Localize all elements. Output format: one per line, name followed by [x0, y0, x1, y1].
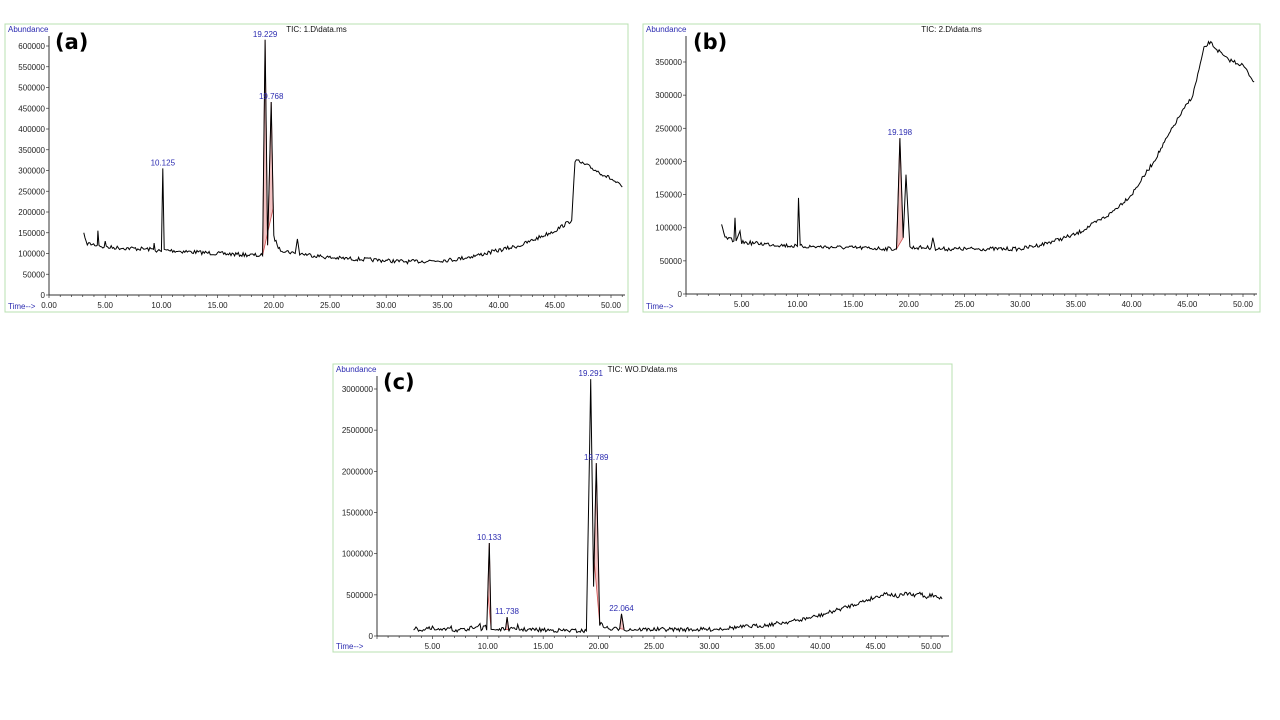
y-tick-label: 200000: [655, 157, 682, 166]
x-tick-label: 30.00: [699, 642, 720, 651]
x-tick-label: 25.00: [320, 301, 341, 310]
x-tick-label: 25.00: [644, 642, 665, 651]
x-tick-label: 35.00: [755, 642, 776, 651]
x-tick-label: 35.00: [432, 301, 453, 310]
y-tick-label: 100000: [655, 224, 682, 233]
x-tick-label: 30.00: [376, 301, 397, 310]
x-tick-label: 5.00: [425, 642, 441, 651]
y-tick-label: 250000: [655, 124, 682, 133]
y-tick-label: 500000: [18, 84, 45, 93]
y-tick-label: 300000: [655, 91, 682, 100]
y-tick-label: 350000: [18, 146, 45, 155]
x-tick-label: 50.00: [601, 301, 622, 310]
peak-label: 19.291: [579, 369, 604, 378]
y-axis-label: Abundance: [336, 365, 377, 374]
y-tick-label: 0: [678, 290, 683, 299]
peak-label: 10.125: [151, 158, 176, 167]
peak-label: 19.768: [259, 92, 284, 101]
x-tick-label: 10.00: [151, 301, 172, 310]
y-tick-label: 350000: [655, 58, 682, 67]
x-tick-label: 5.00: [97, 301, 113, 310]
x-tick-label: 15.00: [533, 642, 554, 651]
x-tick-label: 10.00: [478, 642, 499, 651]
tic-trace: [413, 379, 943, 634]
y-tick-label: 100000: [18, 250, 45, 259]
panel-label: (b): [693, 30, 727, 54]
y-tick-label: 150000: [655, 191, 682, 200]
peak-label: 19.789: [584, 453, 609, 462]
y-tick-label: 50000: [23, 270, 46, 279]
x-tick-label: 40.00: [810, 642, 831, 651]
x-tick-label: 40.00: [489, 301, 510, 310]
x-axis-label: Time-->: [336, 642, 364, 651]
y-tick-label: 0: [41, 291, 46, 300]
chart-panel-b: Abundance Time--> TIC: 2.D\data.ms (b) 5.00 1…: [642, 23, 1261, 313]
x-tick-label: 20.00: [589, 642, 610, 651]
x-tick-label: 50.00: [921, 642, 942, 651]
y-tick-label: 3000000: [342, 385, 374, 394]
x-tick-label: 30.00: [1010, 300, 1031, 309]
chart-panel-c: Abundance Time--> TIC: WO.D\data.ms (c) 5.00…: [332, 363, 953, 653]
x-tick-label: 0.00: [41, 301, 57, 310]
chart-frame: [642, 23, 1261, 313]
y-tick-label: 50000: [660, 257, 683, 266]
y-tick-label: 2500000: [342, 426, 374, 435]
y-tick-label: 500000: [346, 591, 373, 600]
tic-trace: [721, 40, 1255, 253]
chart-frame: [4, 23, 629, 313]
y-tick-label: 2000000: [342, 467, 374, 476]
y-axis-label: Abundance: [646, 25, 687, 34]
chart-panel-a: Abundance Time--> TIC: 1.D\data.ms (a) 0.00 5…: [4, 23, 629, 313]
peak-label: 19.229: [253, 30, 278, 39]
y-tick-label: 200000: [18, 208, 45, 217]
x-axis-label: Time-->: [646, 302, 674, 311]
chart-title: TIC: 2.D\data.ms: [921, 25, 981, 34]
y-tick-label: 550000: [18, 63, 45, 72]
y-axis-label: Abundance: [8, 25, 49, 34]
y-tick-label: 1500000: [342, 509, 374, 518]
x-tick-label: 5.00: [734, 300, 750, 309]
chart-title: TIC: 1.D\data.ms: [286, 25, 346, 34]
x-tick-label: 10.00: [787, 300, 808, 309]
y-tick-label: 450000: [18, 104, 45, 113]
tic-trace: [83, 39, 623, 265]
peak-label: 11.738: [495, 607, 519, 616]
x-axis-label: Time-->: [8, 302, 36, 311]
y-tick-label: 0: [369, 632, 374, 641]
x-tick-label: 35.00: [1066, 300, 1087, 309]
y-tick-label: 600000: [18, 42, 45, 51]
x-tick-label: 50.00: [1233, 300, 1254, 309]
y-tick-label: 400000: [18, 125, 45, 134]
x-tick-label: 45.00: [866, 642, 887, 651]
panel-label: (a): [55, 30, 88, 54]
y-tick-label: 1000000: [342, 550, 374, 559]
chart-frame: [332, 363, 953, 653]
x-tick-label: 45.00: [1177, 300, 1198, 309]
x-tick-label: 45.00: [545, 301, 566, 310]
y-tick-label: 300000: [18, 167, 45, 176]
peak-label: 19.198: [888, 128, 913, 137]
peak-label: 10.133: [477, 533, 502, 542]
x-tick-label: 25.00: [954, 300, 975, 309]
peak-label: 22.064: [609, 604, 634, 613]
x-tick-label: 15.00: [843, 300, 864, 309]
x-tick-label: 40.00: [1122, 300, 1143, 309]
x-tick-label: 15.00: [208, 301, 229, 310]
chart-title: TIC: WO.D\data.ms: [608, 365, 678, 374]
y-tick-label: 150000: [18, 229, 45, 238]
x-tick-label: 20.00: [264, 301, 285, 310]
y-tick-label: 250000: [18, 187, 45, 196]
panel-label: (c): [383, 370, 415, 394]
x-tick-label: 20.00: [899, 300, 920, 309]
